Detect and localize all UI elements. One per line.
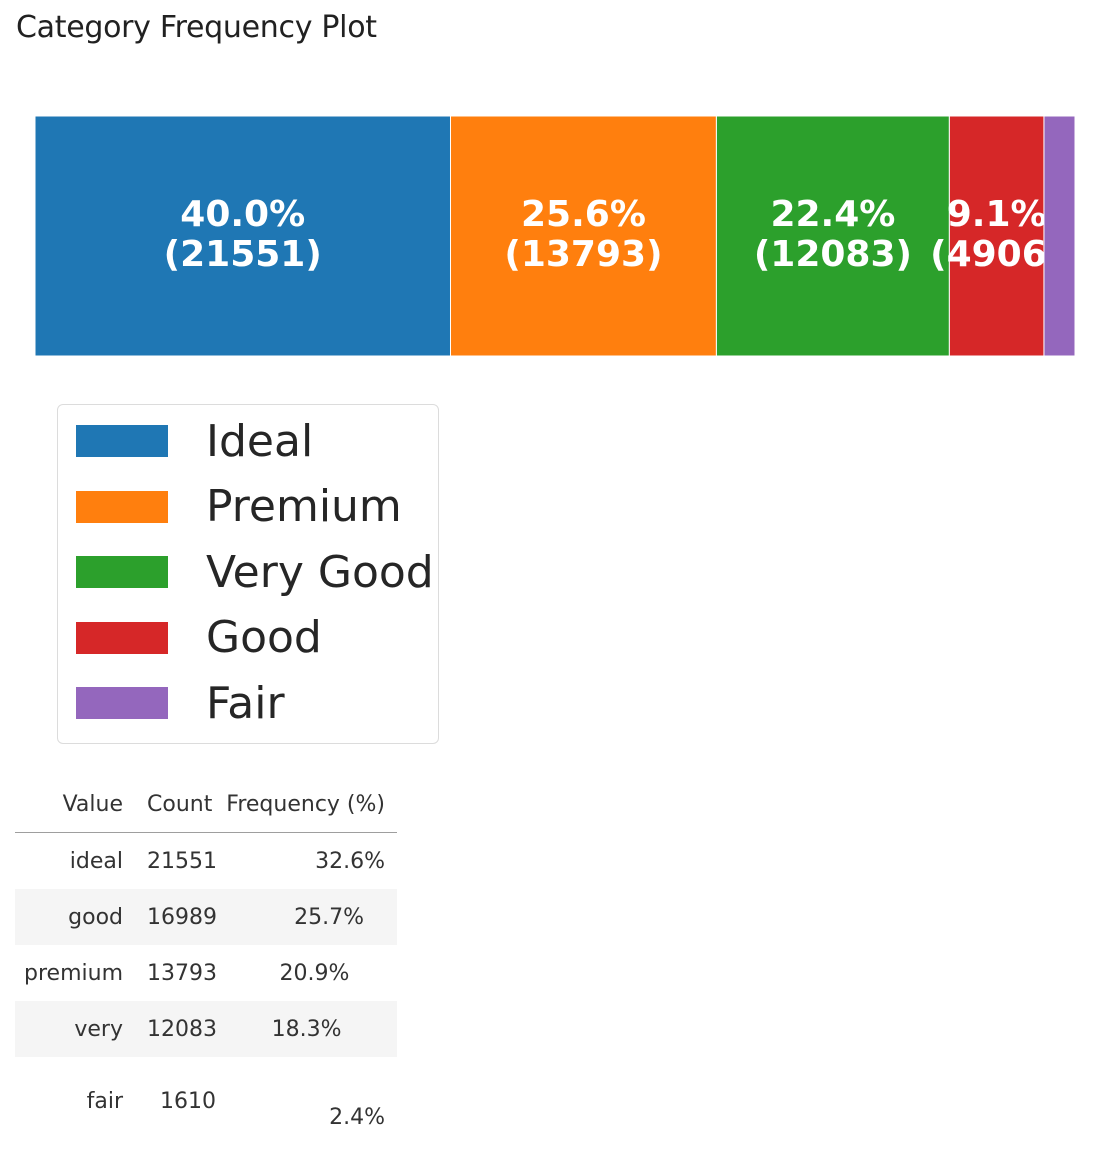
bar-label-percent: 40.0% [180, 194, 305, 235]
row-value: fair [86, 1089, 123, 1114]
legend-swatch [76, 687, 168, 719]
row-count: 21551 [147, 849, 217, 874]
bar-segment-premium [449, 115, 717, 357]
frequency-table: Value Count Frequency (%) ideal 21551 32… [15, 780, 397, 1147]
bar-label-percent: 22.4% [770, 194, 895, 235]
legend-item: Good [76, 612, 322, 664]
legend-swatch [76, 556, 168, 588]
table-row: fair 1610 2.4% [15, 1057, 397, 1147]
legend-swatch [76, 621, 168, 654]
page-title: Category Frequency Plot [16, 10, 377, 45]
bar-label-count: (4906) [930, 234, 1063, 275]
header-value: Value [62, 792, 123, 817]
legend-item: Fair [76, 677, 285, 729]
bar-label-percent: 25.6% [521, 194, 646, 235]
legend-label: Good [206, 612, 322, 663]
legend-item: Ideal [76, 415, 313, 467]
row-frequency: 18.3% [271, 1017, 342, 1042]
legend-swatch [76, 425, 168, 457]
table-row: good 16989 25.7% [15, 889, 397, 945]
bar-segment-ideal [34, 115, 451, 357]
row-value: very [74, 1017, 123, 1042]
legend-swatch [76, 490, 168, 523]
legend-item: Premium [76, 481, 402, 533]
table-row: very 12083 18.3% [15, 1001, 397, 1057]
table-header: Value Count Frequency (%) [15, 780, 397, 833]
bar-segment-very-good [715, 115, 950, 357]
table-row: ideal 21551 32.6% [15, 833, 397, 889]
stacked-bar-chart: 40.0%(21551) 25.6%(13793) 22.4%(12083) 9.1%… [34, 115, 1076, 357]
header-count: Count [147, 792, 213, 817]
bar-label-count: (13793) [504, 234, 662, 275]
legend-item: Very Good [76, 546, 434, 598]
row-frequency: 25.7% [294, 905, 365, 930]
table-row: premium 13793 20.9% [15, 945, 397, 1001]
row-count: 12083 [147, 1017, 217, 1042]
row-count: 1610 [160, 1089, 216, 1114]
row-count: 16989 [147, 905, 217, 930]
bar-label-percent: 9.1% [947, 194, 1047, 235]
legend-label: Ideal [206, 415, 314, 467]
row-count: 13793 [147, 961, 217, 986]
legend-label: Very Good [206, 546, 434, 598]
chart-legend: Ideal Premium Very Good Good Fair [57, 404, 439, 744]
bar-label-count: (21551) [164, 234, 322, 275]
row-value: premium [24, 961, 123, 986]
bar-segment-fair [1043, 115, 1076, 357]
header-frequency: Frequency (%) [226, 792, 385, 817]
bar-segment-good [948, 115, 1045, 357]
legend-label: Premium [206, 481, 402, 532]
bar-label-count: (12083) [754, 234, 912, 275]
row-value: good [68, 905, 123, 930]
row-frequency: 2.4% [329, 1105, 385, 1130]
row-frequency: 20.9% [279, 961, 350, 986]
legend-label: Fair [206, 677, 285, 729]
row-value: ideal [69, 849, 123, 874]
row-frequency: 32.6% [315, 849, 385, 874]
